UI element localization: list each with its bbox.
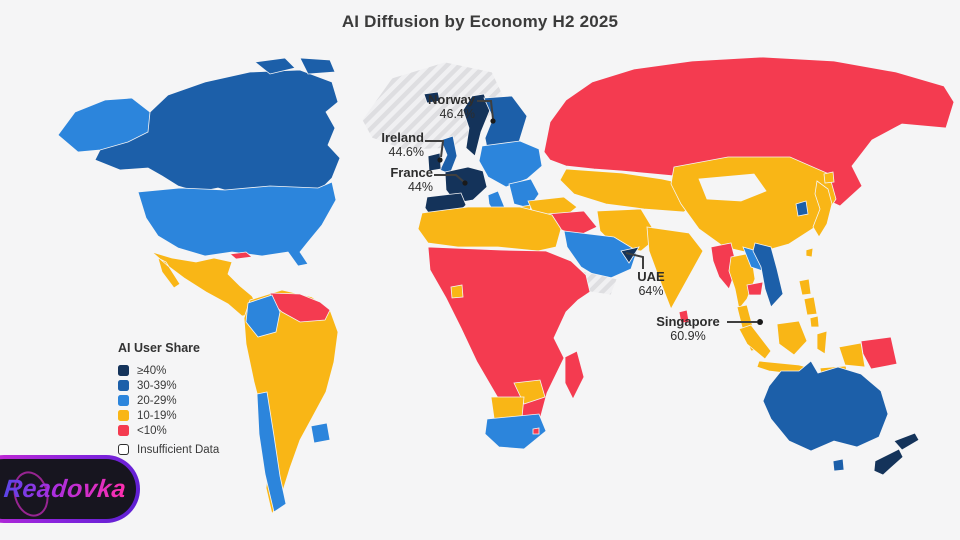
region-south-africa [484, 413, 547, 450]
legend-item-gte40: ≥40% [118, 364, 219, 377]
region-china [670, 156, 837, 255]
region-alaska [57, 97, 151, 153]
uae-connector-line [625, 252, 644, 269]
callout-norway-value: 46.4% [439, 107, 475, 122]
region-australia [762, 360, 889, 452]
legend-item-lt10: <10% [118, 424, 219, 437]
region-colombia [245, 294, 281, 338]
region-uruguay [310, 422, 331, 444]
callout-france-value: 44% [407, 180, 433, 195]
france-marker-dot [462, 180, 468, 186]
legend-title: AI User Share [118, 341, 200, 355]
region-cambodia [746, 281, 764, 296]
legend-item-20-29: 20-29% [118, 394, 219, 407]
region-saudi-arabia [563, 230, 638, 282]
callout-france: France 44% [348, 165, 433, 195]
france-connector-line [434, 174, 465, 183]
region-myanmar [710, 242, 738, 290]
region-west-papua [838, 342, 866, 368]
legend-label-insufficient: Insufficient Data [137, 443, 220, 456]
region-vietnam [752, 242, 784, 308]
callout-ireland-country: Ireland [381, 130, 424, 145]
region-sub-saharan-africa [427, 246, 591, 439]
region-papua-new-guinea [860, 336, 898, 370]
region-sulawesi [816, 330, 828, 355]
legend-label-10-19: 10-19% [137, 409, 177, 422]
callout-norway: Norway 46.4% [390, 92, 475, 122]
region-russia [543, 56, 955, 207]
callout-ireland-value: 44.6% [388, 145, 424, 160]
callout-singapore-country: Singapore [656, 314, 720, 329]
region-south-korea [795, 200, 809, 217]
callout-norway-country: Norway [428, 92, 475, 107]
callout-ireland: Ireland 44.6% [342, 130, 424, 160]
region-iceland [423, 91, 441, 104]
readovka-watermark: Readovka [0, 455, 140, 523]
page-title: AI Diffusion by Economy H2 2025 [341, 12, 619, 31]
legend-label-20-29: 20-29% [137, 394, 177, 407]
legend-swatch-30-39 [118, 380, 129, 391]
map-regions [57, 56, 955, 516]
ireland-marker-dot [437, 157, 443, 163]
singapore-marker-dot [757, 319, 763, 325]
norway-marker-dot [490, 118, 496, 124]
region-mongolia [698, 173, 767, 202]
callout-uae: UAE 64% [626, 269, 676, 299]
legend-swatch-gte40 [118, 365, 129, 376]
region-norway [462, 93, 491, 157]
legend: AI User Share ≥40% 30-39% 20-29% 10-19% … [118, 341, 219, 459]
readovka-logo-text: Readovka [2, 474, 128, 503]
legend-label-lt10: <10% [137, 424, 167, 437]
legend-label-30-39: 30-39% [137, 379, 177, 392]
readovka-watermark-inner: Readovka [0, 459, 136, 519]
callout-france-country: France [390, 165, 433, 180]
region-ireland [427, 152, 442, 172]
region-chile [256, 391, 287, 513]
legend-swatch-insufficient [118, 444, 129, 455]
ireland-connector-line [425, 140, 445, 158]
region-eswatini [532, 427, 540, 435]
region-ghana [450, 284, 464, 299]
region-borneo [776, 320, 808, 356]
callout-uae-country: UAE [637, 269, 665, 284]
callout-singapore-value: 60.9% [670, 329, 706, 344]
region-sumatra [738, 324, 772, 360]
region-new-zealand [873, 432, 920, 476]
region-taiwan [805, 247, 814, 258]
callout-uae-value: 64% [638, 284, 664, 299]
legend-item-insufficient: Insufficient Data [118, 443, 220, 456]
region-tasmania [832, 458, 845, 472]
callout-singapore: Singapore 60.9% [648, 314, 728, 344]
region-philippines [798, 278, 820, 328]
region-sri-lanka [678, 309, 690, 324]
region-central-europe [478, 140, 543, 188]
region-japan [812, 171, 835, 238]
region-cuba [229, 251, 253, 260]
region-madagascar [564, 350, 585, 400]
norway-connector-line [477, 100, 494, 120]
legend-item-30-39: 30-39% [118, 379, 219, 392]
region-canada [94, 69, 341, 199]
legend-label-gte40: ≥40% [137, 364, 167, 377]
legend-swatch-lt10 [118, 425, 129, 436]
region-india [646, 226, 704, 310]
legend-item-10-19: 10-19% [118, 409, 219, 422]
region-arctic-islands [254, 57, 336, 75]
callout-connectors [425, 100, 757, 323]
region-north-africa [417, 206, 562, 252]
region-usa [137, 181, 337, 267]
callout-dots [437, 118, 763, 325]
legend-swatch-10-19 [118, 410, 129, 421]
region-central-asia [559, 168, 701, 213]
legend-swatch-20-29 [118, 395, 129, 406]
